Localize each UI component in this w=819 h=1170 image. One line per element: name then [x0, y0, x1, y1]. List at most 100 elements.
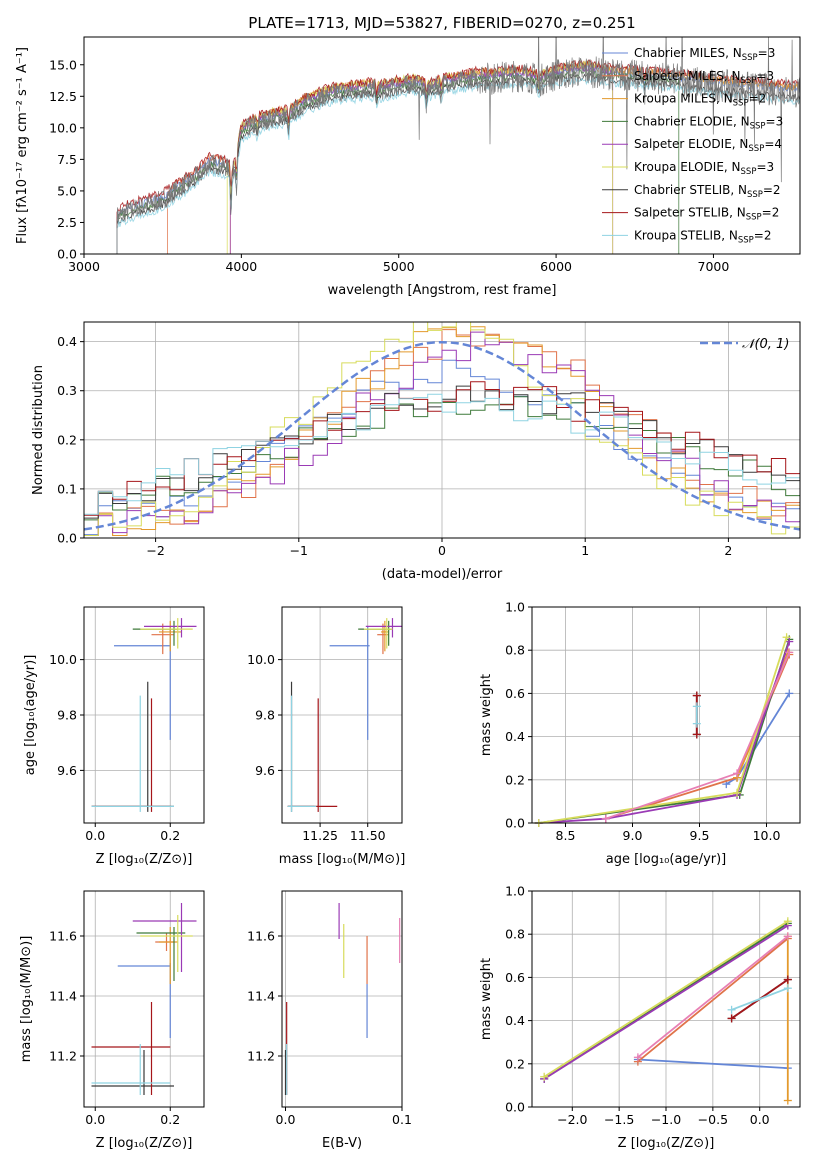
y-axis-label: age [log₁₀(age/yr)] — [23, 655, 38, 776]
y-tick-label: 0.4 — [505, 1013, 525, 1028]
y-tick-label: 0.2 — [505, 772, 525, 787]
plot-frame — [83, 36, 801, 255]
plot-frame — [531, 890, 801, 1108]
x-tick-label: 2 — [724, 543, 732, 558]
mass-weight-line — [538, 641, 791, 824]
legend-entry: Kroupa MILES, NSSP=2 — [634, 92, 766, 109]
legend-value: =3 — [756, 69, 774, 83]
x-axis-label: wavelength [Angstrom, rest frame] — [328, 283, 557, 298]
y-tick-label: 11.6 — [247, 929, 275, 944]
y-axis-label: Normed distribution — [31, 365, 46, 495]
x-tick-label: 1 — [581, 543, 589, 558]
y-tick-label: 0.2 — [505, 1056, 525, 1071]
spectrum-title: PLATE=1713, MJD=53827, FIBERID=0270, z=0… — [248, 14, 635, 32]
plot-frame — [83, 321, 801, 539]
legend-label: Salpeter MILES, N — [634, 69, 741, 83]
legend-value: =2 — [754, 228, 772, 242]
x-tick-label: 5000 — [383, 259, 415, 274]
y-tick-label: 9.6 — [255, 763, 275, 778]
x-tick-label: 11.50 — [350, 828, 386, 843]
y-tick-label: 1.0 — [505, 600, 525, 615]
plot-frame — [281, 606, 403, 824]
legend-value: =2 — [762, 206, 780, 220]
legend-subscript: SSP — [750, 121, 766, 131]
y-tick-label: 0.3 — [57, 383, 77, 398]
observed-spectrum — [116, 37, 800, 254]
y-tick-label: 9.8 — [255, 708, 275, 723]
legend-entry: Salpeter ELODIE, NSSP=4 — [634, 137, 782, 154]
y-tick-label: 0.2 — [57, 432, 77, 447]
mass-weight-line — [538, 639, 791, 824]
x-axis-label: Z [log₁₀(Z/Z⊙)] — [618, 1136, 715, 1151]
y-tick-label: 0.0 — [57, 531, 77, 546]
y-tick-label: 1.0 — [505, 884, 525, 899]
x-tick-label: 9.5 — [690, 828, 710, 843]
x-tick-label: 0.0 — [750, 1112, 770, 1127]
legend-entry: Salpeter STELIB, NSSP=2 — [634, 206, 779, 223]
y-tick-label: 0.6 — [505, 686, 525, 701]
y-tick-label: 9.6 — [57, 763, 77, 778]
y-axis-label: mass weight — [479, 674, 494, 756]
x-tick-label: 0 — [438, 543, 446, 558]
age-vs-metallicity-panel: 0.0 0.2 9.6 9.8 10.0 Z [log₁₀(Z/Z⊙)] age [log₁… — [23, 606, 205, 867]
legend-value: =2 — [749, 92, 767, 106]
y-tick-label: 0.0 — [505, 816, 525, 831]
legend-entry: Kroupa STELIB, NSSP=2 — [634, 228, 772, 245]
model-spectrum-7 — [116, 59, 800, 254]
x-axis-label: mass [log₁₀(M/M⊙)] — [279, 852, 406, 867]
y-axis-label: mass weight — [479, 958, 494, 1040]
x-tick-label: 0.0 — [85, 828, 105, 843]
x-axis-label: (data-model)/error — [382, 567, 503, 582]
y-tick-label: 7.5 — [57, 152, 77, 167]
y-tick-label: 11.6 — [49, 929, 77, 944]
x-tick-label: 9.0 — [623, 828, 643, 843]
plot-frame — [83, 606, 205, 824]
legend-subscript: SSP — [741, 76, 757, 86]
legend-subscript: SSP — [746, 213, 762, 223]
legend-subscript: SSP — [748, 144, 764, 154]
y-tick-label: 0.4 — [505, 729, 525, 744]
mass-vs-metallicity-panel: 0.0 0.2 11.2 11.4 11.6 Z [log₁₀(Z/Z⊙)] mass [l… — [19, 890, 205, 1151]
y-tick-label: 0.6 — [505, 970, 525, 985]
x-tick-label: 7000 — [698, 259, 730, 274]
mass-weight-line — [543, 920, 789, 1078]
plot-frame — [83, 890, 205, 1108]
y-tick-label: 0.0 — [505, 1100, 525, 1115]
residual-histogram-4 — [84, 331, 800, 536]
legend-subscript: SSP — [747, 190, 763, 200]
x-tick-label: −1 — [290, 543, 308, 558]
x-tick-label: 10.0 — [753, 828, 781, 843]
y-tick-label: 10.0 — [247, 652, 275, 667]
legend-value: =3 — [766, 114, 784, 128]
x-axis-label: E(B-V) — [322, 1136, 362, 1151]
x-tick-label: 0.1 — [392, 1112, 412, 1127]
legend-entry: Salpeter MILES, NSSP=3 — [634, 69, 774, 86]
legend-entry: Kroupa ELODIE, NSSP=3 — [634, 160, 774, 177]
y-tick-label: 9.8 — [57, 708, 77, 723]
plot-frame — [531, 606, 801, 824]
legend-entry: 𝒩(0, 1) — [742, 337, 789, 352]
y-tick-label: 0.4 — [57, 334, 77, 349]
legend-label: Chabrier ELODIE, N — [634, 114, 750, 128]
y-tick-label: 11.4 — [247, 989, 275, 1004]
x-axis-label: Z [log₁₀(Z/Z⊙)] — [96, 1136, 193, 1151]
mass-weight-line — [637, 1058, 788, 1069]
y-tick-label: 10.0 — [49, 120, 77, 135]
legend-entry: Chabrier STELIB, NSSP=2 — [634, 183, 781, 200]
residual-histogram-5 — [84, 322, 800, 536]
y-tick-label: 0.8 — [505, 643, 525, 658]
mass-weight-line — [538, 636, 788, 824]
legend-value: =2 — [763, 183, 781, 197]
y-tick-label: 10.0 — [49, 652, 77, 667]
x-tick-label: 4000 — [225, 259, 257, 274]
legend-subscript: SSP — [741, 167, 757, 177]
y-tick-label: 12.5 — [49, 89, 77, 104]
y-tick-label: 5.0 — [57, 183, 77, 198]
legend-subscript: SSP — [742, 53, 758, 63]
y-tick-label: 15.0 — [49, 57, 77, 72]
y-tick-label: 11.2 — [247, 1049, 275, 1064]
x-tick-label: −0.5 — [698, 1112, 728, 1127]
legend-value: =3 — [758, 46, 776, 60]
residual-histogram-panel: −2 −1 0 1 2 0.0 0.1 0.2 0.3 0.4 (data-model)/error… — [31, 321, 801, 582]
mass-weight-line — [731, 987, 789, 1011]
